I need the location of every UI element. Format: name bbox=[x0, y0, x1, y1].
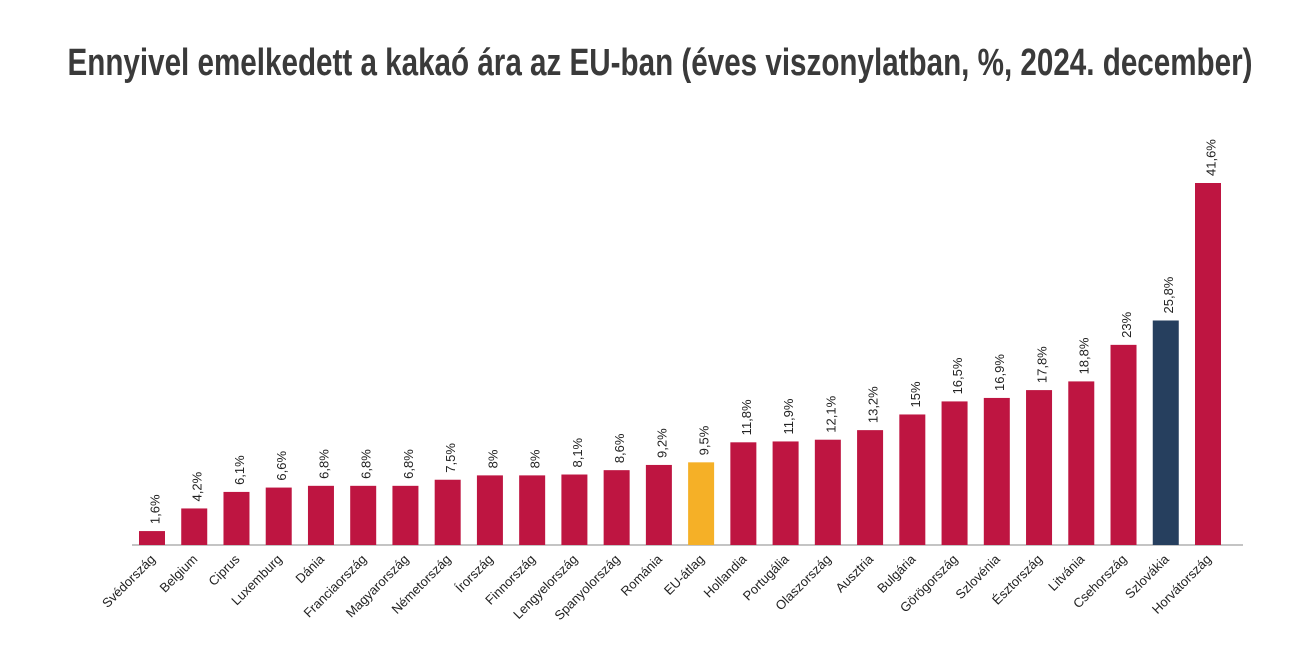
bar bbox=[434, 479, 461, 545]
bar bbox=[561, 474, 588, 545]
value-label: 17,8% bbox=[1034, 346, 1049, 383]
bar bbox=[941, 401, 968, 545]
bar bbox=[1152, 320, 1179, 545]
bar bbox=[772, 441, 799, 545]
x-tick-label: Belgium bbox=[157, 552, 201, 596]
value-label: 6,6% bbox=[274, 450, 289, 480]
x-tick-label: Svédország bbox=[99, 552, 158, 611]
bar bbox=[814, 439, 841, 545]
value-label: 4,2% bbox=[190, 471, 205, 501]
bar bbox=[350, 485, 377, 545]
bar bbox=[519, 475, 546, 545]
value-label: 13,2% bbox=[866, 386, 881, 423]
value-label: 6,8% bbox=[359, 449, 374, 479]
x-tick-label: Litvánia bbox=[1045, 551, 1088, 594]
value-label: 9,2% bbox=[654, 428, 669, 458]
bar bbox=[688, 462, 715, 545]
value-label: 6,8% bbox=[316, 449, 331, 479]
value-label: 8% bbox=[485, 449, 500, 468]
value-label: 12,1% bbox=[823, 395, 838, 432]
bar bbox=[645, 464, 672, 545]
x-tick-label: Ausztria bbox=[832, 551, 876, 595]
bar bbox=[603, 470, 630, 545]
chart-title: Ennyivel emelkedett a kakaó ára az EU-ba… bbox=[68, 42, 1253, 84]
value-label: 8,6% bbox=[612, 433, 627, 463]
value-label: 6,1% bbox=[232, 455, 247, 485]
bar bbox=[899, 414, 926, 545]
value-label: 16,5% bbox=[950, 357, 965, 394]
bar bbox=[1026, 390, 1053, 545]
bar bbox=[1068, 381, 1095, 545]
value-label: 41,6% bbox=[1203, 139, 1218, 176]
bar bbox=[857, 430, 884, 545]
value-label: 6,8% bbox=[401, 449, 416, 479]
value-label: 23% bbox=[1119, 311, 1134, 337]
bar bbox=[730, 442, 757, 545]
value-label: 15% bbox=[908, 381, 923, 407]
bar bbox=[983, 397, 1010, 545]
value-label: 18,8% bbox=[1077, 337, 1092, 374]
bar bbox=[307, 485, 334, 545]
value-label: 25,8% bbox=[1161, 276, 1176, 313]
value-label: 9,5% bbox=[697, 425, 712, 455]
bar bbox=[223, 491, 250, 545]
value-label: 11,9% bbox=[781, 398, 796, 434]
x-tick-label: Dánia bbox=[292, 551, 327, 586]
bar bbox=[181, 508, 208, 545]
value-label: 8% bbox=[528, 449, 543, 468]
value-label: 16,9% bbox=[992, 354, 1007, 391]
bar bbox=[392, 485, 419, 545]
x-tick-label: Románia bbox=[618, 551, 666, 599]
value-label: 8,1% bbox=[570, 437, 585, 467]
bar bbox=[139, 531, 165, 545]
bar bbox=[1110, 344, 1137, 545]
bar bbox=[1195, 183, 1221, 545]
value-label: 7,5% bbox=[443, 443, 458, 473]
bar bbox=[476, 475, 503, 545]
x-tick-label: Ciprus bbox=[205, 551, 243, 589]
bar bbox=[265, 487, 292, 545]
value-label: 11,8% bbox=[739, 399, 754, 435]
value-label: 1,6% bbox=[147, 494, 162, 524]
